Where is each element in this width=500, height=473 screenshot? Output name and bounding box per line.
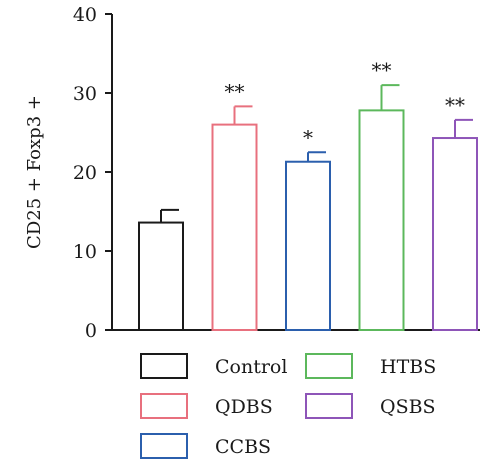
legend-swatch (140, 353, 188, 379)
bars-group: ******* (138, 58, 478, 331)
bar (285, 160, 331, 331)
y-tick-label: 20 (73, 162, 97, 184)
legend-label: CCBS (215, 436, 271, 458)
legend-label: HTBS (380, 356, 436, 378)
legend-swatch (305, 353, 353, 379)
significance-mark: ** (445, 93, 465, 117)
bar (211, 123, 258, 331)
y-tick-label: 40 (73, 4, 97, 26)
bar (432, 137, 478, 331)
axes: 0 10 20 30 40 (73, 4, 480, 342)
y-tick-label: 10 (73, 241, 97, 263)
bar (358, 109, 405, 331)
y-axis-title: CD25 + Foxp3 + (24, 95, 45, 249)
legend-swatch (140, 393, 188, 419)
significance-mark: ** (225, 79, 245, 103)
legend-swatch (305, 393, 353, 419)
y-tick-label: 0 (85, 320, 97, 342)
bar (138, 221, 184, 331)
significance-mark: ** (372, 58, 392, 82)
significance-mark: * (303, 125, 313, 149)
legend: Control QDBS CCBS HTBS QSBS (140, 353, 436, 459)
y-tick-label: 30 (73, 83, 97, 105)
legend-label: Control (215, 356, 287, 378)
legend-label: QSBS (380, 396, 436, 418)
legend-label: QDBS (215, 396, 273, 418)
legend-swatch (140, 433, 188, 459)
